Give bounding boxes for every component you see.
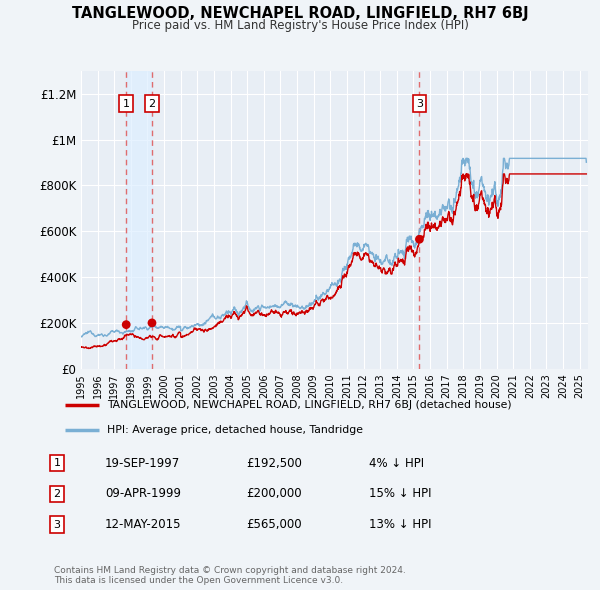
Text: 2: 2 <box>53 489 61 499</box>
Text: 15% ↓ HPI: 15% ↓ HPI <box>369 487 431 500</box>
Point <box>121 320 131 329</box>
Text: 3: 3 <box>53 520 61 529</box>
Text: 19-SEP-1997: 19-SEP-1997 <box>105 457 180 470</box>
Text: 1: 1 <box>123 99 130 109</box>
Bar <box>126 71 152 369</box>
Text: 3: 3 <box>416 99 423 109</box>
Text: Contains HM Land Registry data © Crown copyright and database right 2024.
This d: Contains HM Land Registry data © Crown c… <box>54 566 406 585</box>
Text: HPI: Average price, detached house, Tandridge: HPI: Average price, detached house, Tand… <box>107 425 363 435</box>
Text: £200,000: £200,000 <box>246 487 302 500</box>
Text: TANGLEWOOD, NEWCHAPEL ROAD, LINGFIELD, RH7 6BJ (detached house): TANGLEWOOD, NEWCHAPEL ROAD, LINGFIELD, R… <box>107 400 511 410</box>
Text: TANGLEWOOD, NEWCHAPEL ROAD, LINGFIELD, RH7 6BJ: TANGLEWOOD, NEWCHAPEL ROAD, LINGFIELD, R… <box>71 6 529 21</box>
Text: 2: 2 <box>148 99 155 109</box>
Text: £565,000: £565,000 <box>246 518 302 531</box>
Point <box>147 318 157 327</box>
Text: Price paid vs. HM Land Registry's House Price Index (HPI): Price paid vs. HM Land Registry's House … <box>131 19 469 32</box>
Text: 12-MAY-2015: 12-MAY-2015 <box>105 518 182 531</box>
Point <box>415 235 424 244</box>
Text: 09-APR-1999: 09-APR-1999 <box>105 487 181 500</box>
Text: £192,500: £192,500 <box>246 457 302 470</box>
Text: 13% ↓ HPI: 13% ↓ HPI <box>369 518 431 531</box>
Text: 4% ↓ HPI: 4% ↓ HPI <box>369 457 424 470</box>
Text: 1: 1 <box>53 458 61 468</box>
